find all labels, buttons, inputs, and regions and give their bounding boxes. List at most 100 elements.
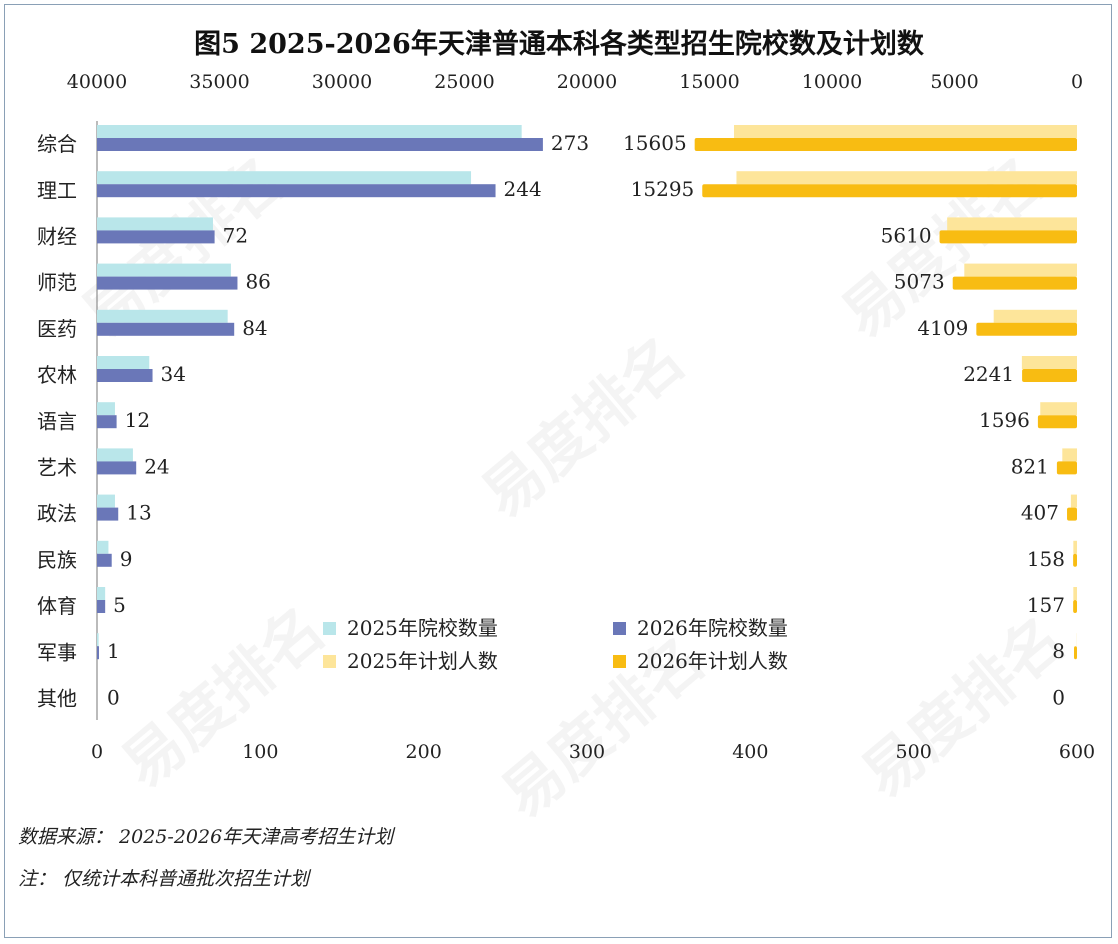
legend-label: 2026年院校数量 bbox=[637, 616, 788, 640]
bar-schools-2025 bbox=[97, 309, 228, 323]
category-label: 师范 bbox=[37, 271, 77, 295]
legend-swatch bbox=[323, 622, 336, 635]
bar-schools-2025 bbox=[97, 540, 109, 554]
footnote: 注： 仅统计本科普通批次招生计划 bbox=[18, 868, 310, 890]
data-label-schools-2026: 244 bbox=[504, 177, 542, 201]
top-axis-tick-label: 20000 bbox=[557, 71, 617, 93]
bar-plans-2026 bbox=[1056, 461, 1077, 475]
bar-plans-2025 bbox=[964, 263, 1077, 277]
bar-schools-2026 bbox=[97, 553, 112, 567]
bar-plans-2025 bbox=[1070, 494, 1077, 508]
bar-plans-2025 bbox=[1021, 356, 1077, 369]
bar-schools-2026 bbox=[97, 600, 106, 613]
bottom-axis-tick-label: 300 bbox=[569, 741, 605, 763]
data-label-schools-2026: 5 bbox=[113, 593, 126, 617]
data-label-schools-2026: 9 bbox=[120, 547, 133, 571]
data-label-schools-2026: 0 bbox=[107, 685, 120, 709]
bar-plans-2026 bbox=[1067, 507, 1077, 521]
data-source-note: 数据来源： 2025-2026年天津高考招生计划 bbox=[18, 826, 394, 848]
category-label: 医药 bbox=[37, 317, 77, 341]
bottom-axis: 0 100 200 300 400 500 600 bbox=[91, 741, 1095, 763]
category-label: 艺术 bbox=[37, 456, 77, 480]
bottom-axis-tick-label: 100 bbox=[242, 741, 278, 763]
top-axis-tick-label: 0 bbox=[1071, 71, 1083, 93]
bar-schools-2026 bbox=[97, 646, 99, 660]
category-label: 农林 bbox=[37, 363, 77, 387]
chart-title: 图5 2025-2026年天津普通本科各类型招生院校数及计划数 bbox=[194, 29, 924, 60]
bar-plans-2025 bbox=[947, 217, 1077, 231]
data-label-plans-2026: 5610 bbox=[881, 223, 932, 247]
bar-schools-2025 bbox=[97, 494, 115, 508]
bar-plans-2025 bbox=[993, 309, 1077, 323]
data-label-plans-2026: 0 bbox=[1052, 685, 1065, 709]
bar-schools-2026 bbox=[97, 461, 137, 475]
data-label-plans-2026: 157 bbox=[1027, 593, 1065, 617]
data-label-schools-2026: 34 bbox=[161, 362, 186, 386]
legend: 2025年院校数量 2026年院校数量 2025年计划人数 2026年计划人数 bbox=[323, 616, 788, 673]
data-label-schools-2026: 24 bbox=[144, 454, 169, 478]
legend-swatch bbox=[613, 655, 626, 668]
bar-schools-2025 bbox=[97, 217, 213, 231]
bottom-axis-tick-label: 200 bbox=[406, 741, 442, 763]
bottom-axis-tick-label: 500 bbox=[896, 741, 932, 763]
bar-plans-2025 bbox=[1062, 448, 1077, 462]
bar-plans-2026 bbox=[976, 322, 1077, 336]
bar-schools-2025 bbox=[97, 171, 472, 185]
data-label-plans-2026: 1596 bbox=[979, 408, 1030, 432]
bar-schools-2026 bbox=[97, 276, 238, 290]
legend-label: 2026年计划人数 bbox=[637, 649, 788, 673]
top-axis-tick-label: 35000 bbox=[189, 71, 249, 93]
data-label-plans-2026: 2241 bbox=[963, 362, 1014, 386]
bar-plans-2026 bbox=[694, 138, 1077, 151]
bar-plans-2026 bbox=[1073, 600, 1077, 613]
data-label-plans-2026: 158 bbox=[1027, 547, 1065, 571]
bar-schools-2026 bbox=[97, 415, 117, 429]
data-label-schools-2026: 84 bbox=[242, 316, 267, 340]
data-label-schools-2026: 72 bbox=[223, 223, 248, 247]
data-label-schools-2026: 12 bbox=[125, 408, 150, 432]
bar-plans-2025 bbox=[1073, 540, 1077, 554]
category-label: 理工 bbox=[37, 178, 77, 202]
top-axis-tick-label: 15000 bbox=[679, 71, 739, 93]
data-label-plans-2026: 5073 bbox=[894, 270, 945, 294]
bar-schools-2026 bbox=[97, 369, 153, 382]
bar-plans-2026 bbox=[1022, 369, 1077, 382]
data-label-schools-2026: 13 bbox=[126, 501, 151, 525]
bar-plans-2025 bbox=[734, 125, 1077, 138]
category-label: 其他 bbox=[37, 687, 77, 711]
bar-plans-2025 bbox=[1040, 402, 1077, 416]
bar-schools-2025 bbox=[97, 633, 99, 647]
bar-schools-2025 bbox=[97, 356, 150, 369]
top-axis-tick-label: 25000 bbox=[434, 71, 494, 93]
bar-schools-2025 bbox=[97, 402, 115, 416]
data-label-plans-2026: 8 bbox=[1052, 639, 1065, 663]
legend-label: 2025年院校数量 bbox=[347, 616, 498, 640]
category-label: 军事 bbox=[37, 640, 77, 664]
bar-plans-2025 bbox=[1073, 587, 1077, 600]
category-label: 民族 bbox=[37, 548, 77, 572]
data-label-schools-2026: 1 bbox=[107, 639, 120, 663]
data-label-plans-2026: 821 bbox=[1011, 454, 1049, 478]
bar-schools-2026 bbox=[97, 322, 235, 336]
category-label: 综合 bbox=[37, 132, 77, 156]
data-labels: 273 15605 244 15295 72 5610 86 5073 84 4109 34 2241… bbox=[107, 131, 1065, 709]
bars bbox=[96, 121, 1077, 720]
bottom-axis-tick-label: 600 bbox=[1059, 741, 1095, 763]
bottom-axis-tick-label: 400 bbox=[732, 741, 768, 763]
bar-schools-2026 bbox=[97, 184, 496, 198]
legend-swatch bbox=[613, 622, 626, 635]
top-axis-tick-label: 30000 bbox=[312, 71, 372, 93]
data-label-plans-2026: 407 bbox=[1021, 501, 1059, 525]
category-label: 体育 bbox=[37, 594, 77, 618]
bar-plans-2026 bbox=[952, 276, 1077, 290]
data-label-schools-2026: 86 bbox=[245, 270, 270, 294]
data-label-plans-2026: 15295 bbox=[631, 177, 695, 201]
bar-schools-2025 bbox=[97, 125, 522, 138]
category-label: 政法 bbox=[37, 502, 77, 526]
data-label-plans-2026: 15605 bbox=[623, 131, 687, 155]
top-axis-tick-label: 10000 bbox=[802, 71, 862, 93]
bar-schools-2025 bbox=[97, 263, 231, 277]
bar-schools-2026 bbox=[97, 138, 543, 151]
chart-frame bbox=[4, 4, 1112, 938]
category-label: 语言 bbox=[37, 409, 77, 433]
